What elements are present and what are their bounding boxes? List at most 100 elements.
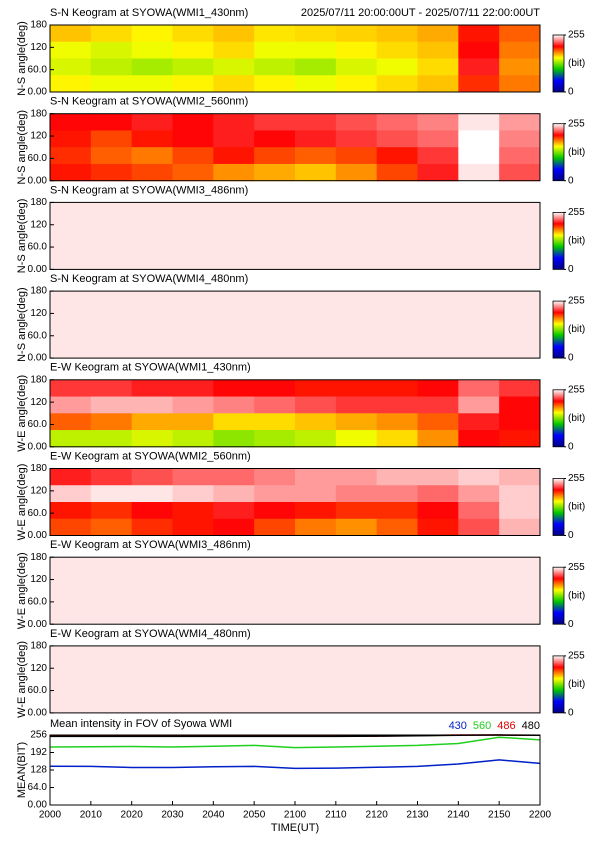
heatmap-cell xyxy=(417,58,459,76)
heatmap-cell xyxy=(417,430,459,448)
heatmap-cell xyxy=(90,307,133,326)
heatmap-cell xyxy=(376,75,418,93)
heatmap-cell xyxy=(213,573,255,592)
heatmap-cell xyxy=(50,645,92,664)
heatmap-cell xyxy=(131,219,173,237)
heatmap-cell xyxy=(376,607,418,625)
heatmap-cell xyxy=(254,502,296,520)
plot-frame xyxy=(49,734,541,806)
heatmap-cell xyxy=(417,696,459,714)
heatmap-cell xyxy=(50,130,92,148)
y-tick-label: 60.0 xyxy=(28,685,48,696)
series-line xyxy=(49,759,541,770)
panel-title: S-N Keogram at SYOWA(WMI2_560nm) xyxy=(50,96,248,108)
heatmap-cell xyxy=(172,113,214,131)
heatmap-cell xyxy=(417,147,459,165)
heatmap-cell xyxy=(499,518,541,536)
y-tick-label: 0.00 xyxy=(28,353,48,364)
heatmap-cell xyxy=(172,130,214,148)
heatmap-cell xyxy=(254,341,296,359)
heatmap-cell xyxy=(90,341,133,359)
heatmap-cell xyxy=(50,58,92,76)
colorbar xyxy=(552,566,565,625)
heatmap-cell xyxy=(213,485,255,503)
colorbar-tick-label: 255 xyxy=(568,118,585,129)
plot-frame xyxy=(49,201,541,270)
heatmap-cell xyxy=(50,147,92,165)
heatmap-cell xyxy=(213,590,255,608)
heatmap-cell xyxy=(335,219,378,237)
heatmap-cell xyxy=(417,291,459,309)
heatmap-cell xyxy=(131,396,173,414)
heatmap-cell xyxy=(131,202,173,220)
heatmap-cell xyxy=(499,430,541,448)
y-axis-label: W-E angle(deg) xyxy=(16,641,28,718)
heatmap-cell xyxy=(213,113,255,131)
heatmap-cell xyxy=(335,679,378,697)
heatmap-cell xyxy=(131,341,173,359)
y-tick-label: 180 xyxy=(30,20,47,31)
colorbar xyxy=(552,300,565,359)
heatmap-cell xyxy=(458,163,500,182)
heatmap-cell xyxy=(335,696,378,714)
heatmap-cell xyxy=(417,518,459,536)
heatmap-cell xyxy=(50,219,92,237)
colorbar-tick-label: 0 xyxy=(568,175,574,186)
heatmap-cell xyxy=(50,590,92,608)
y-tick-label: 180 xyxy=(30,641,47,652)
colorbar xyxy=(552,123,565,182)
legend-entry: 486 xyxy=(497,720,515,732)
heatmap-cell xyxy=(172,291,214,309)
heatmap-cell xyxy=(213,518,255,536)
heatmap-cell xyxy=(458,518,500,536)
heatmap-cell xyxy=(254,130,296,148)
heatmap-cell xyxy=(417,202,459,220)
x-tick-label: 2200 xyxy=(529,810,552,821)
heatmap-cell xyxy=(90,679,133,697)
heatmap-cell xyxy=(254,379,296,398)
heatmap-cell xyxy=(254,75,296,93)
heatmap-cell xyxy=(499,163,541,182)
colorbar-tick-label: 0 xyxy=(568,530,574,541)
heatmap-cell xyxy=(417,557,459,575)
y-tick-label: 128 xyxy=(30,765,47,776)
y-axis-label: W-E angle(deg) xyxy=(16,464,28,541)
y-tick-label: 60.0 xyxy=(28,153,48,164)
heatmap-cell xyxy=(213,235,255,254)
heatmap-cell xyxy=(254,485,296,503)
panel-title: S-N Keogram at SYOWA(WMI3_486nm) xyxy=(50,184,248,196)
colorbar-label: (bit) xyxy=(568,679,585,690)
y-tick-label: 0.00 xyxy=(28,175,48,186)
colorbar-label: (bit) xyxy=(568,236,585,247)
y-axis-label: N-S angle(deg) xyxy=(16,21,28,96)
heatmap-cell xyxy=(50,502,92,520)
heatmap-cell xyxy=(172,696,214,714)
heatmap-cell xyxy=(254,324,296,342)
heatmap-cell xyxy=(172,41,214,59)
heatmap-cell xyxy=(50,113,92,131)
heatmap-cell xyxy=(172,25,214,43)
heatmap-cell xyxy=(172,396,214,414)
heatmap-cell xyxy=(50,468,92,486)
heatmap-cell xyxy=(335,590,378,608)
heatmap-cell xyxy=(335,662,378,680)
heatmap-cell xyxy=(335,147,378,165)
heatmap-cell xyxy=(295,696,337,714)
heatmap-cell xyxy=(499,468,541,486)
y-tick-label: 180 xyxy=(30,374,47,385)
heatmap-cell xyxy=(417,485,459,503)
heatmap-cell xyxy=(50,252,92,270)
heatmap-cell xyxy=(295,518,337,536)
y-tick-label: 120 xyxy=(30,42,47,53)
heatmap-cell xyxy=(172,607,214,625)
heatmap-cell xyxy=(335,252,378,270)
heatmap-cell xyxy=(295,645,337,664)
heatmap-cell xyxy=(90,58,133,76)
colorbar-tick-label: 255 xyxy=(568,30,585,41)
heatmap-cell xyxy=(213,696,255,714)
heatmap-cell xyxy=(172,662,214,680)
heatmap-cell xyxy=(458,502,500,520)
heatmap-cell xyxy=(499,252,541,270)
heatmap-cell xyxy=(213,468,255,486)
heatmap-cell xyxy=(376,130,418,148)
